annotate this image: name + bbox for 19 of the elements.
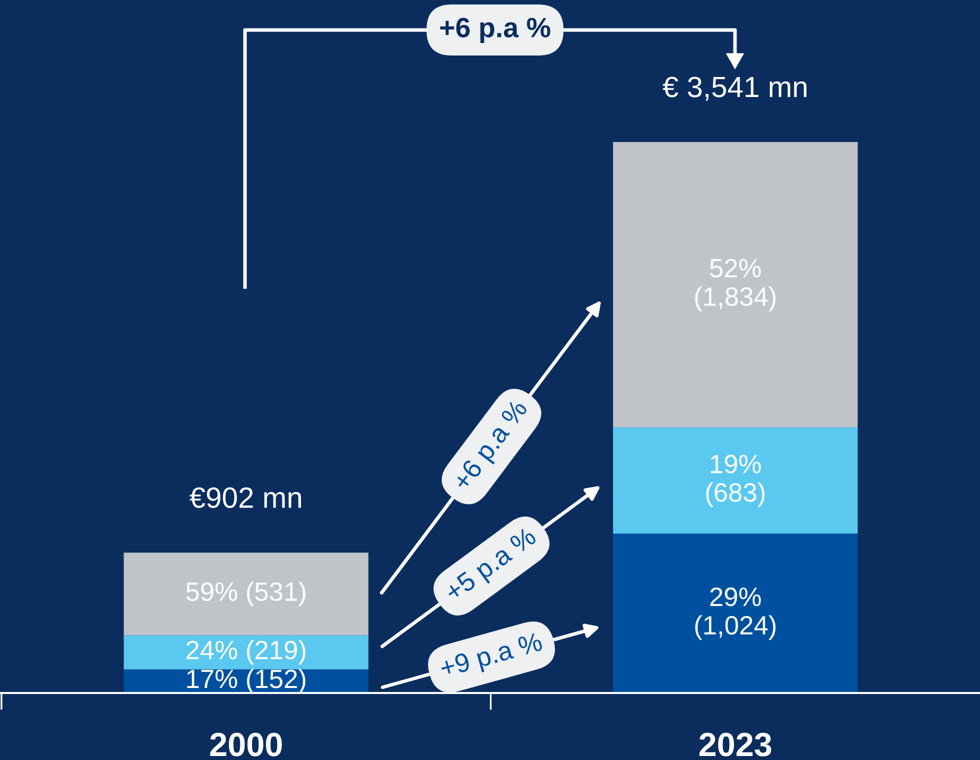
x-tick-label: 2023 [699,732,772,756]
data-label: 59% (531) [186,582,306,606]
total-label: € 3,541 mn [662,76,806,101]
bar [613,534,858,693]
data-label: 52% (1,834) [695,258,776,312]
x-tick-label: 2000 [210,732,282,756]
data-label: 29% (1,024) [695,588,776,640]
bar [613,427,858,534]
data-label: 19% (683) [706,454,765,508]
data-label: 17% (152) [187,668,306,694]
annotation: +6 p.a % [452,398,532,495]
annotation: +5 p.a % [443,526,540,606]
total-label: €902 mn [190,487,301,508]
bar [613,142,858,428]
bar [124,552,368,636]
annotation: +9 p.a % [439,632,544,683]
bar [124,635,368,670]
text: +6 p.a % [440,18,550,43]
data-label: 24% (219) [186,640,306,665]
